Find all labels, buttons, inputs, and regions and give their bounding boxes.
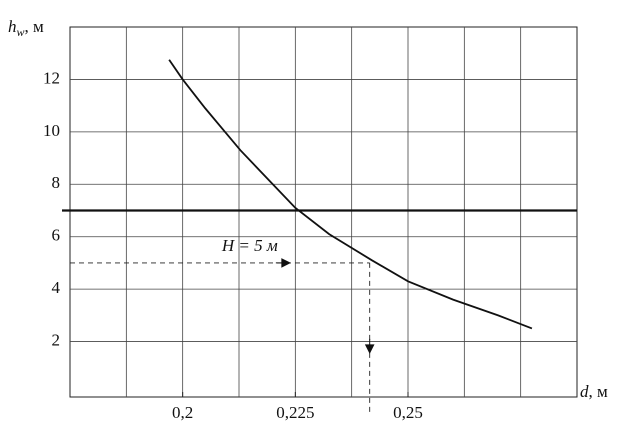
y-tick-label: 12 [43,68,60,87]
y-tick-label: 2 [52,330,61,349]
y-tick-label: 4 [52,278,61,297]
x-label-unit: , м [589,382,609,401]
y-label-unit: , м [25,17,45,36]
y-tick-label: 10 [43,121,60,140]
y-tick-label: 8 [52,173,61,192]
arrow-right [275,258,291,268]
arrow-down [364,338,375,355]
x-tick-label: 0,25 [393,403,423,422]
plot-frame [69,26,578,398]
curve [168,59,533,330]
y-label-sub: w [17,25,25,39]
guide-label: H = 5 м [221,236,278,255]
y-axis-label: hw, м [8,17,44,39]
x-label-base: d [580,382,589,401]
x-axis-label: d, м [580,382,608,401]
y-tick-label: 6 [52,226,61,245]
x-tick-label: 0,225 [276,403,314,422]
x-tick-label: 0,2 [172,403,193,422]
y-label-base: h [8,17,17,36]
